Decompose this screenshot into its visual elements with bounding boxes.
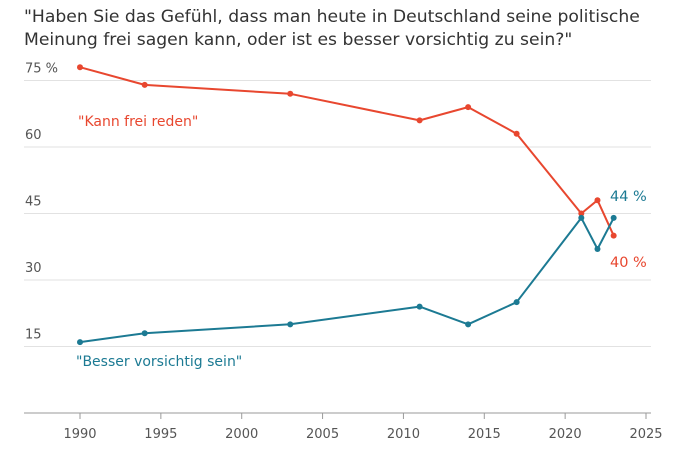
data-point	[610, 232, 617, 239]
data-point	[594, 197, 601, 204]
x-axis: 1990 1995 2000 2005 2010 2015 2020 2025	[24, 412, 663, 442]
x-tick-label: 2025	[629, 427, 662, 442]
data-point	[141, 330, 148, 337]
data-point	[465, 321, 472, 328]
data-point	[465, 104, 472, 111]
data-point	[513, 130, 520, 137]
x-tick-label: 2010	[387, 427, 420, 442]
series-name-label: "Besser vorsichtig sein"	[76, 354, 242, 370]
data-point	[287, 90, 294, 97]
x-tick-label: 1995	[144, 427, 177, 442]
x-tick-label: 2005	[306, 427, 339, 442]
y-tick-label: 45	[25, 195, 42, 210]
data-point	[416, 303, 423, 310]
y-tick-label: 30	[25, 261, 42, 276]
data-point	[77, 339, 83, 346]
data-point	[416, 117, 423, 124]
series-line-0	[79, 66, 615, 237]
y-tick-label: 60	[25, 128, 42, 143]
series-labels: "Kann frei reden" 40 % "Besser vorsichtig …	[76, 114, 647, 370]
data-point	[610, 214, 617, 221]
series-end-value-label: 40 %	[610, 255, 647, 271]
data-point	[287, 321, 294, 328]
series-lines	[77, 64, 617, 346]
series-name-label: "Kann frei reden"	[78, 114, 198, 130]
data-point	[578, 214, 585, 221]
y-tick-label: 75 %	[25, 62, 58, 77]
y-axis-ticks: 75 % 60 45 30 15	[25, 62, 58, 343]
x-tick-label: 2015	[468, 427, 501, 442]
gridlines	[24, 80, 651, 347]
x-tick-label: 2000	[225, 427, 258, 442]
data-point	[77, 64, 83, 71]
x-tick-label: 2020	[549, 427, 582, 442]
data-point	[578, 210, 585, 217]
data-point	[594, 245, 601, 252]
chart-title: "Haben Sie das Gefühl, dass man heute in…	[24, 7, 640, 50]
x-tick-label: 1990	[63, 427, 96, 442]
y-tick-label: 15	[25, 328, 42, 343]
data-point	[141, 81, 148, 88]
series-end-value-label: 44 %	[610, 189, 647, 205]
data-point	[513, 299, 520, 306]
